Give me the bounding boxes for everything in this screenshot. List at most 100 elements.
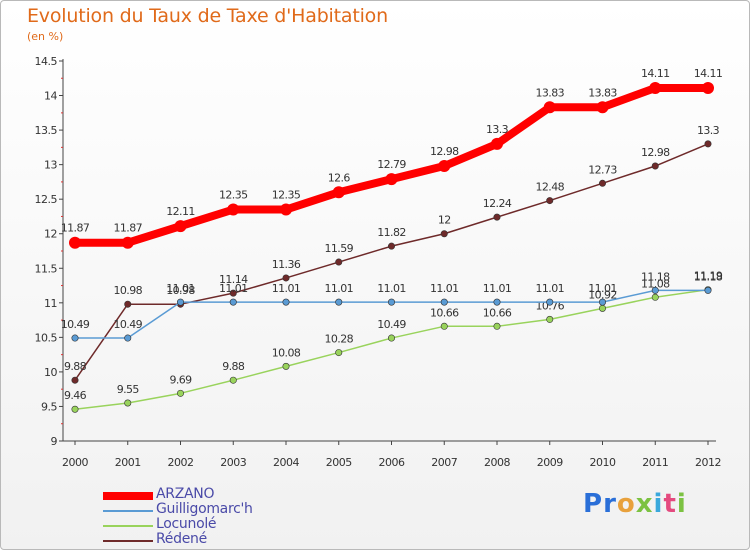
legend-label: Rédené [156,531,207,547]
data-point [440,298,448,306]
y-tick-label: 10.5 [35,331,58,344]
data-point [174,220,187,233]
data-point [124,300,132,308]
data-point [491,137,503,150]
data-label: 11.36 [272,258,301,271]
data-point [69,236,81,249]
data-label: 12.35 [272,189,301,202]
data-point [440,230,448,238]
y-tick-label: 9.5 [41,400,57,413]
data-point [71,376,79,384]
data-label: 9.88 [64,360,87,373]
logo-letter: i [653,489,664,519]
y-tick-label: 10 [44,366,57,379]
data-label: 11.01 [166,282,195,295]
data-point [546,298,554,306]
data-point [598,179,606,187]
data-point [282,298,290,306]
data-point [651,286,659,294]
data-label: 9.88 [222,360,245,373]
legend-item: Guilligomarc'h [103,501,403,518]
data-label: 12 [438,214,451,227]
data-label: 13.3 [486,123,509,136]
y-tick-label: 14 [44,90,57,103]
data-point [598,298,606,306]
data-label: 11.18 [694,270,723,283]
data-label: 10.98 [166,284,195,297]
data-point [387,334,395,342]
series-locunol: 9.46 9.55 9.69 9.88 10.08 10.28 10.49 10.66 10.6… [64,270,723,413]
data-label: 10.66 [483,306,512,319]
x-tick-label: 2012 [695,456,721,469]
data-point [651,162,659,170]
data-point [546,315,554,323]
data-label: 9.55 [117,383,140,396]
data-label: 11.01 [430,282,459,295]
data-label: 12.48 [536,181,565,194]
data-point [387,298,395,306]
y-tick-label: 11.5 [35,262,58,275]
data-label: 10.49 [61,318,90,331]
data-label: 11.01 [325,282,354,295]
data-label: 9.46 [64,389,87,402]
x-tick-label: 2009 [537,456,563,469]
data-label: 11.01 [588,282,617,295]
data-label: 14.11 [641,67,670,80]
data-point [335,349,343,357]
x-tick-label: 2006 [379,456,405,469]
data-point [177,389,185,397]
data-label: 11.87 [114,222,143,235]
data-label: 10.49 [114,318,143,331]
data-point [651,293,659,301]
x-tick-label: 2001 [115,456,141,469]
unit-label: (en %) [27,30,64,43]
y-tick-label: 13 [44,159,57,172]
data-point [124,334,132,342]
data-label: 14.11 [694,67,723,80]
data-label: 11.01 [272,282,301,295]
data-label: 11.08 [641,277,670,290]
logo-letter: r [603,489,617,519]
x-tick-label: 2004 [273,456,299,469]
legend-label: ARZANO [156,486,215,502]
data-label: 11.01 [377,282,406,295]
data-point [649,81,662,94]
data-label: 10.92 [588,288,617,301]
series-line [74,288,709,410]
data-label: 11.59 [325,242,354,255]
data-label: 10.66 [430,306,459,319]
logo-letter: t [663,489,677,519]
x-tick-label: 2010 [590,456,616,469]
logo-letter: i [676,489,687,519]
data-point [71,334,79,342]
data-point [493,322,501,330]
data-label: 11.19 [694,270,723,283]
y-tick-label: 9 [51,435,58,448]
data-label: 11.82 [377,226,406,239]
data-label: 10.98 [114,284,143,297]
x-tick-label: 2000 [62,456,88,469]
data-label: 11.01 [219,282,248,295]
data-point [440,322,448,330]
series-guilligomarch: 10.49 10.49 11.01 11.01 11.01 11.01 11.01 11.01… [61,270,723,342]
x-tick-label: 2002 [168,456,194,469]
data-point [493,213,501,221]
data-label: 9.69 [169,373,192,386]
data-point [335,258,343,266]
data-point [332,186,345,199]
data-label: 12.6 [328,171,351,184]
data-point [543,101,556,114]
chart-title: Evolution du Taux de Taxe d'Habitation [27,5,388,27]
series-arzano: 11.87 11.87 12.11 12.35 12.35 12.6 12.79 12.98 1… [61,67,723,249]
data-point [282,274,290,282]
data-point [229,376,237,384]
data-label: 10.49 [377,318,406,331]
legend-item: Locunolé [103,516,403,533]
x-tick-label: 2008 [484,456,510,469]
data-point [704,140,712,148]
data-label: 10.08 [272,346,301,359]
legend-label: Locunolé [156,516,217,532]
data-label: 12.24 [483,197,512,210]
data-label: 13.83 [588,86,617,99]
